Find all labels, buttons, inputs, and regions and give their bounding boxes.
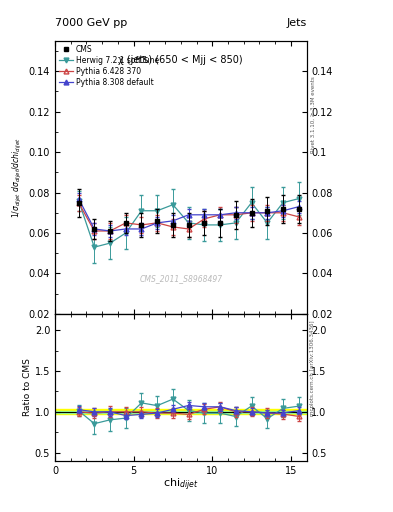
- Y-axis label: Ratio to CMS: Ratio to CMS: [23, 358, 32, 416]
- Bar: [55, 410, 307, 414]
- Text: Jets: Jets: [286, 18, 307, 28]
- Y-axis label: $1/\sigma_{dijet}\ d\sigma_{dijet}/dchi_{dijet}$: $1/\sigma_{dijet}\ d\sigma_{dijet}/dchi_…: [11, 137, 24, 218]
- Text: CMS_2011_S8968497: CMS_2011_S8968497: [139, 274, 222, 283]
- Legend: CMS, Herwig 7.2.1 softTune, Pythia 6.428 370, Pythia 8.308 default: CMS, Herwig 7.2.1 softTune, Pythia 6.428…: [57, 43, 160, 88]
- Text: 7000 GeV pp: 7000 GeV pp: [55, 18, 127, 28]
- Text: Rivet 3.1.10, ≥ 3.3M events: Rivet 3.1.10, ≥ 3.3M events: [310, 76, 316, 153]
- Text: χ (jets) (650 < Mjj < 850): χ (jets) (650 < Mjj < 850): [118, 55, 243, 65]
- Text: mcplots.cern.ch [arXiv:1306.3436]: mcplots.cern.ch [arXiv:1306.3436]: [310, 321, 316, 416]
- X-axis label: chi$_{dijet}$: chi$_{dijet}$: [163, 477, 198, 494]
- Bar: [55, 411, 307, 413]
